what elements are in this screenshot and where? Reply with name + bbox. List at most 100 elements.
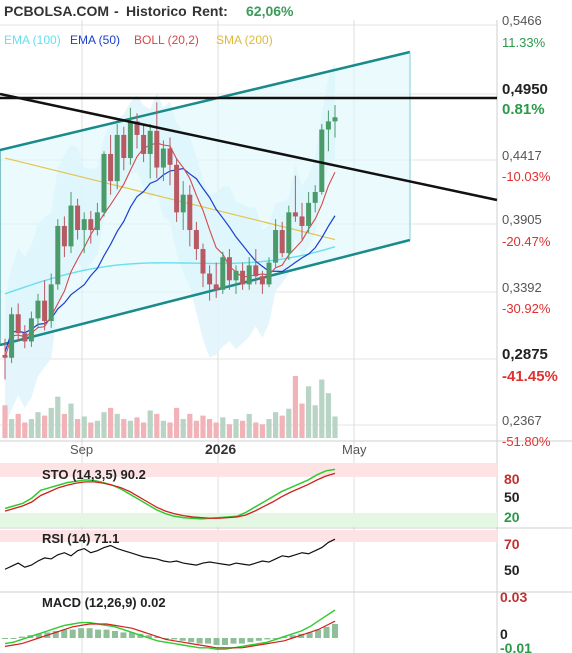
volume-bar-11 bbox=[75, 419, 81, 438]
pct-level-7: -51.80% bbox=[502, 434, 551, 449]
volume-bar-49 bbox=[325, 393, 331, 438]
macd-level-high: 0.03 bbox=[500, 589, 527, 605]
macd-hist-0 bbox=[2, 638, 8, 639]
candle-body-48 bbox=[319, 129, 325, 192]
macd-level-low: -0.01 bbox=[500, 640, 532, 653]
candle-body-8 bbox=[55, 225, 61, 285]
volume-bar-40 bbox=[266, 419, 272, 438]
price-axis: 0,5466 11.33% 0,4950 0.81% 0,4417 -10.03… bbox=[502, 13, 558, 449]
macd-hist-21 bbox=[179, 638, 186, 641]
price-level-2: 0,4950 bbox=[502, 81, 548, 98]
channel-fill bbox=[0, 52, 410, 345]
volume-bars bbox=[2, 376, 338, 438]
volume-bar-4 bbox=[28, 419, 34, 438]
rent-label: Rent: bbox=[192, 3, 228, 19]
candle-body-18 bbox=[121, 134, 127, 159]
volume-bar-50 bbox=[332, 416, 338, 438]
macd-panel bbox=[2, 609, 338, 650]
candle-body-38 bbox=[253, 265, 259, 277]
sto-panel bbox=[0, 463, 572, 529]
candle-body-24 bbox=[160, 148, 166, 168]
volume-bar-1 bbox=[9, 419, 15, 438]
legend: EMA (100) EMA (50) BOLL (20,2) SMA (200) bbox=[4, 33, 273, 47]
macd-hist-31 bbox=[264, 638, 271, 640]
candle-body-39 bbox=[259, 276, 265, 285]
volume-bar-8 bbox=[55, 396, 61, 438]
macd-line bbox=[4, 609, 336, 650]
candle-body-4 bbox=[28, 318, 34, 342]
pct-level-4: -20.47% bbox=[502, 234, 551, 249]
rent-value: 62,06% bbox=[246, 3, 294, 19]
macd-hist-19 bbox=[162, 638, 169, 639]
sto-level-50: 50 bbox=[504, 489, 520, 505]
pct-level-2: 0.81% bbox=[502, 101, 545, 118]
legend-sma200: SMA (200) bbox=[216, 33, 273, 47]
macd-signal-line bbox=[4, 620, 336, 649]
rsi-label: RSI (14) 71.1 bbox=[42, 531, 119, 546]
channel-upper-line bbox=[0, 50, 411, 152]
pct-level-3: -10.03% bbox=[502, 169, 551, 184]
rsi-level-70: 70 bbox=[504, 536, 520, 552]
price-level-3: 0,4417 bbox=[502, 148, 542, 163]
section-title: Historico bbox=[126, 3, 187, 19]
volume-bar-7 bbox=[48, 407, 54, 438]
volume-bar-18 bbox=[121, 419, 127, 438]
candle-body-35 bbox=[233, 270, 239, 281]
volume-bar-38 bbox=[253, 422, 259, 438]
macd-hist-24 bbox=[205, 638, 212, 644]
volume-bar-32 bbox=[213, 422, 219, 438]
macd-hist-12 bbox=[103, 629, 110, 638]
candle-body-47 bbox=[312, 191, 318, 203]
price-level-6: 0,2875 bbox=[502, 346, 548, 363]
candle-body-25 bbox=[167, 148, 173, 165]
candle-body-12 bbox=[81, 219, 87, 231]
volume-bar-20 bbox=[134, 417, 140, 438]
volume-bar-37 bbox=[246, 413, 252, 438]
legend-boll: BOLL (20,2) bbox=[134, 33, 199, 47]
candle-body-33 bbox=[220, 257, 226, 290]
macd-hist-2 bbox=[18, 636, 25, 638]
x-label-sep: Sep bbox=[70, 442, 93, 457]
macd-hist-11 bbox=[95, 629, 102, 638]
volume-bar-12 bbox=[81, 416, 87, 438]
volume-bar-41 bbox=[273, 412, 279, 438]
macd-hist-36 bbox=[306, 632, 313, 638]
macd-hist-37 bbox=[315, 629, 322, 638]
volume-bar-16 bbox=[108, 407, 114, 438]
channel-lower-line bbox=[0, 238, 411, 347]
candle-body-2 bbox=[15, 314, 21, 334]
volume-bar-13 bbox=[88, 422, 94, 438]
volume-bar-28 bbox=[187, 413, 193, 438]
macd-hist-18 bbox=[154, 636, 161, 638]
candle-body-26 bbox=[174, 164, 180, 213]
price-level-5: 0,3392 bbox=[502, 280, 542, 295]
volume-bar-5 bbox=[35, 412, 41, 438]
candle-body-6 bbox=[42, 300, 48, 322]
rsi-line bbox=[4, 538, 336, 570]
sto-d-line bbox=[4, 472, 336, 519]
candle-body-7 bbox=[48, 284, 54, 322]
macd-hist-38 bbox=[323, 626, 330, 638]
macd-hist-25 bbox=[213, 638, 220, 645]
candle-body-27 bbox=[180, 194, 186, 213]
x-label-2026: 2026 bbox=[205, 441, 236, 457]
candle-body-49 bbox=[325, 121, 331, 130]
price-level-4: 0,3905 bbox=[502, 212, 542, 227]
candle-body-19 bbox=[127, 121, 133, 159]
volume-bar-9 bbox=[61, 413, 67, 438]
volume-bar-17 bbox=[114, 413, 120, 438]
volume-bar-44 bbox=[292, 376, 298, 438]
volume-bar-31 bbox=[207, 419, 213, 438]
volume-bar-39 bbox=[259, 424, 265, 438]
macd-hist-8 bbox=[69, 629, 76, 638]
volume-bar-26 bbox=[174, 407, 180, 438]
volume-bar-10 bbox=[68, 403, 74, 438]
candle-body-46 bbox=[306, 202, 312, 226]
legend-ema100: EMA (100) bbox=[4, 33, 61, 47]
volume-bar-48 bbox=[319, 379, 325, 438]
trend-lines bbox=[0, 92, 498, 202]
candle-body-22 bbox=[147, 130, 153, 154]
candle-body-21 bbox=[141, 134, 147, 154]
macd-hist-29 bbox=[247, 638, 254, 643]
macd-hist-34 bbox=[289, 635, 296, 638]
